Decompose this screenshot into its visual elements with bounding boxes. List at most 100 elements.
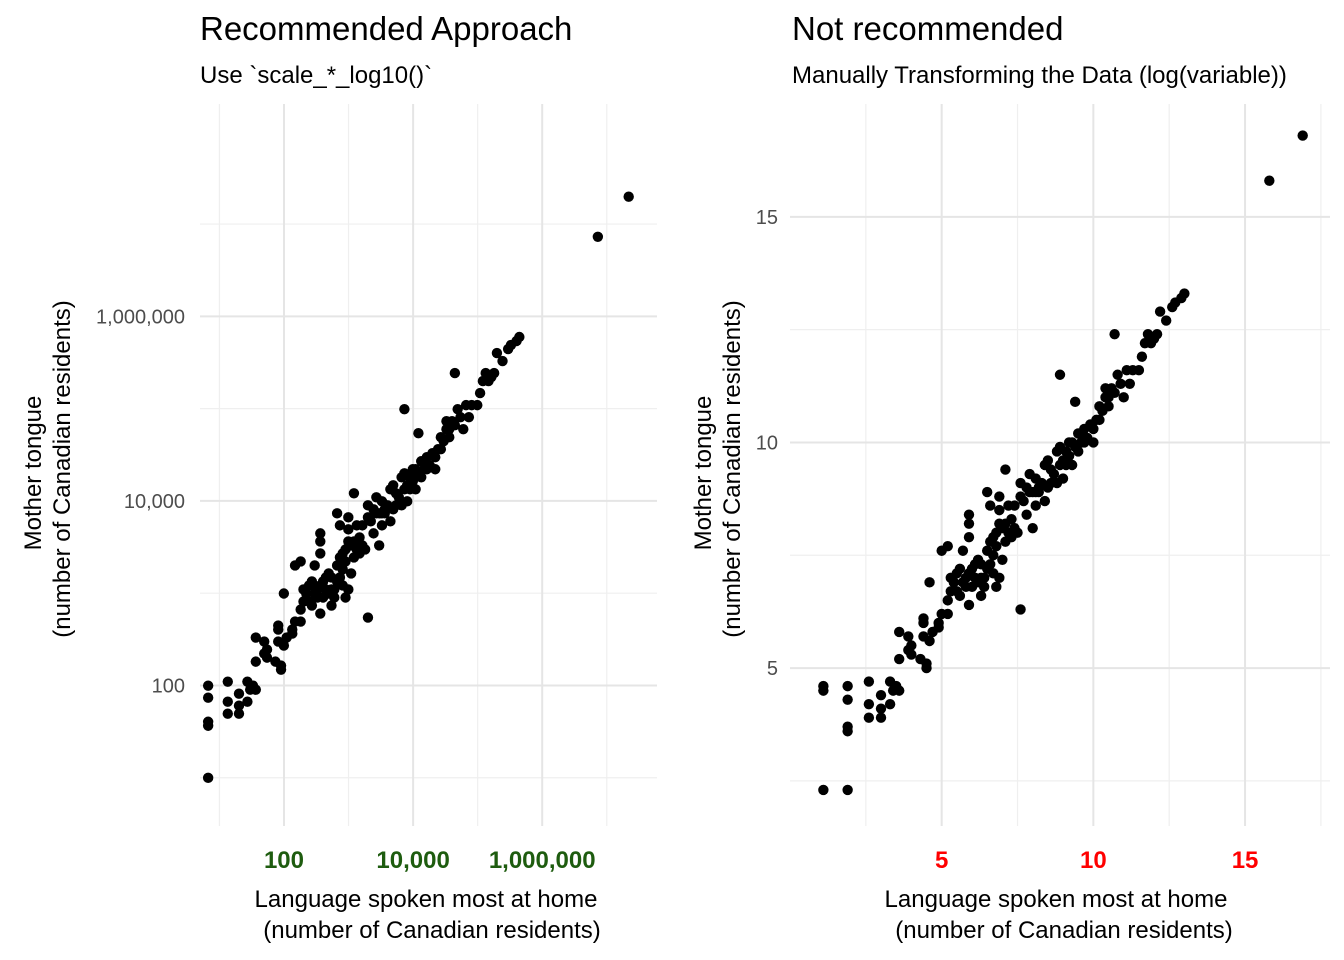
left-x-axis-label-line1: Language spoken most at home bbox=[255, 886, 598, 913]
data-point bbox=[1048, 468, 1060, 480]
data-point bbox=[315, 548, 326, 559]
data-point bbox=[301, 588, 312, 599]
left-y-axis-label-line1: Mother tongue bbox=[20, 396, 47, 551]
data-point bbox=[202, 692, 214, 703]
right-panel: Not recommended Manually Transforming th… bbox=[690, 10, 1330, 944]
data-point bbox=[233, 700, 245, 711]
data-point bbox=[1006, 532, 1017, 543]
data-point bbox=[449, 367, 461, 379]
data-point bbox=[988, 550, 999, 561]
data-point bbox=[407, 464, 419, 475]
x-tick-label: 100 bbox=[264, 847, 304, 874]
data-point bbox=[222, 696, 233, 707]
data-point bbox=[863, 712, 875, 723]
data-point bbox=[1115, 378, 1126, 389]
data-point bbox=[449, 419, 461, 431]
data-point bbox=[994, 491, 1005, 502]
data-point bbox=[393, 492, 404, 503]
data-point bbox=[1006, 513, 1017, 525]
data-point bbox=[1133, 365, 1145, 376]
data-point bbox=[343, 512, 354, 523]
data-point bbox=[306, 600, 318, 611]
left-x-axis-label-line2: (number of Canadian residents) bbox=[263, 917, 601, 944]
data-point bbox=[497, 355, 508, 367]
data-point bbox=[430, 452, 441, 463]
data-point bbox=[842, 726, 853, 737]
data-point bbox=[334, 520, 346, 531]
data-point bbox=[362, 612, 374, 623]
left-panel: Recommended Approach Use `scale_*_log10(… bbox=[20, 10, 657, 944]
data-point bbox=[875, 703, 887, 714]
data-point bbox=[444, 431, 455, 443]
data-point bbox=[942, 608, 953, 620]
data-point bbox=[1088, 423, 1099, 435]
data-point bbox=[921, 658, 932, 669]
right-y-axis-label-line1: Mother tongue bbox=[690, 396, 717, 551]
data-point bbox=[1000, 464, 1011, 475]
data-point bbox=[340, 556, 351, 567]
data-point bbox=[474, 387, 486, 399]
data-point bbox=[1088, 437, 1099, 448]
data-point bbox=[315, 528, 326, 539]
data-point bbox=[452, 403, 463, 415]
data-point bbox=[1039, 495, 1051, 507]
data-point bbox=[842, 680, 853, 692]
data-point bbox=[975, 559, 987, 570]
data-point bbox=[942, 595, 953, 606]
data-point bbox=[315, 608, 326, 619]
left-tick-labels: 100 10,000 1,000,000 100 10,000 1,000,000 bbox=[96, 306, 596, 874]
data-point bbox=[894, 653, 905, 665]
data-point bbox=[441, 415, 452, 427]
data-point bbox=[273, 620, 284, 631]
data-point bbox=[463, 411, 475, 423]
data-point bbox=[345, 568, 357, 579]
data-point bbox=[818, 784, 829, 796]
left-gridlines bbox=[200, 104, 657, 826]
x-tick-label: 1,000,000 bbox=[489, 847, 596, 874]
data-point bbox=[985, 500, 996, 511]
data-point bbox=[894, 626, 905, 638]
data-point bbox=[1063, 450, 1075, 462]
data-point bbox=[1066, 459, 1078, 471]
data-point bbox=[295, 616, 306, 627]
data-point bbox=[488, 367, 500, 379]
data-point bbox=[975, 590, 987, 602]
data-point bbox=[1264, 175, 1275, 186]
data-point bbox=[337, 580, 348, 591]
data-point bbox=[1179, 288, 1190, 299]
data-point bbox=[1118, 392, 1129, 403]
data-point bbox=[326, 572, 337, 583]
data-point bbox=[985, 559, 996, 570]
right-tick-labels: 5 10 15 5 10 15 bbox=[756, 207, 1259, 874]
data-point bbox=[1018, 495, 1029, 507]
data-point bbox=[1069, 396, 1081, 408]
data-point bbox=[1124, 378, 1135, 389]
data-point bbox=[340, 592, 351, 603]
data-point bbox=[1109, 328, 1120, 340]
data-point bbox=[994, 504, 1005, 516]
data-point bbox=[410, 484, 421, 495]
data-point bbox=[875, 712, 887, 723]
data-point bbox=[948, 577, 960, 588]
data-point bbox=[991, 581, 1002, 593]
data-point bbox=[1063, 437, 1075, 448]
data-point bbox=[1112, 369, 1123, 380]
right-x-axis-label-line2: (number of Canadian residents) bbox=[895, 917, 1233, 944]
data-point bbox=[1009, 500, 1020, 511]
data-point bbox=[1136, 351, 1148, 362]
data-point bbox=[1054, 369, 1066, 380]
right-data-points bbox=[818, 130, 1308, 796]
data-point bbox=[875, 689, 887, 701]
data-point bbox=[623, 191, 634, 202]
right-chart-subtitle: Manually Transforming the Data (log(vari… bbox=[792, 62, 1287, 89]
data-point bbox=[202, 772, 214, 784]
data-point bbox=[368, 528, 379, 539]
data-point bbox=[978, 572, 990, 584]
right-y-axis-label-line2: (number of Canadian residents) bbox=[719, 300, 746, 638]
data-point bbox=[1297, 130, 1308, 141]
left-data-points bbox=[202, 191, 634, 784]
data-point bbox=[222, 708, 233, 719]
data-point bbox=[315, 536, 326, 547]
left-chart-title: Recommended Approach bbox=[200, 10, 572, 47]
